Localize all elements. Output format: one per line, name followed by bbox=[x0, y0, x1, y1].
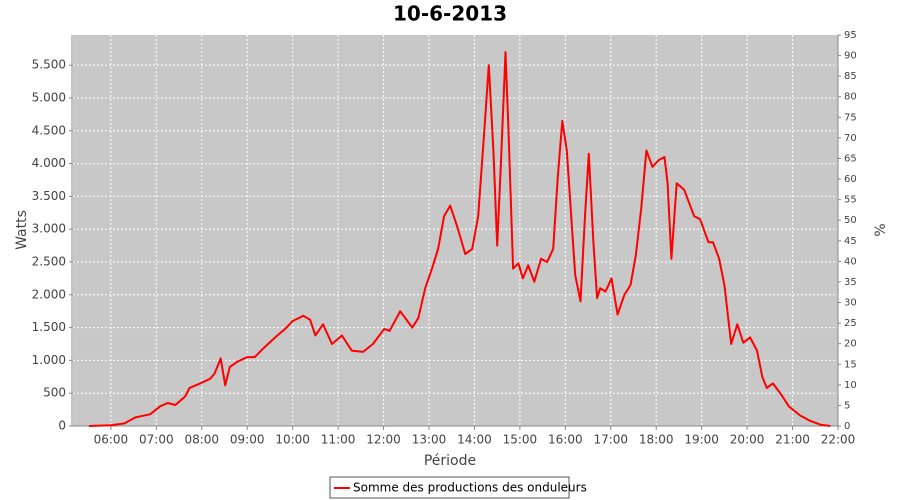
y2-tick-label: 10 bbox=[844, 380, 857, 391]
x-tick-label: 16:00 bbox=[548, 433, 583, 447]
x-tick-label: 08:00 bbox=[184, 433, 219, 447]
x-tick-label: 11:00 bbox=[321, 433, 356, 447]
x-tick-label: 18:00 bbox=[639, 433, 674, 447]
legend-box bbox=[329, 476, 570, 499]
legend-label: Somme des productions des onduleurs bbox=[353, 481, 587, 495]
y2-tick-label: 65 bbox=[844, 153, 857, 164]
y2-tick-label: 90 bbox=[844, 51, 857, 62]
x-tick-label: 06:00 bbox=[94, 433, 129, 447]
chart-title: 10-6-2013 bbox=[393, 2, 507, 26]
x-tick-label: 15:00 bbox=[503, 433, 538, 447]
x-tick-label: 22:00 bbox=[821, 433, 856, 447]
y-tick-label: 1.000 bbox=[32, 353, 66, 367]
y2-tick-label: 60 bbox=[844, 174, 857, 185]
series-line bbox=[88, 51, 831, 427]
y2-tick-label: 5 bbox=[844, 400, 850, 411]
y2-tick-label: 80 bbox=[844, 92, 857, 103]
y2-tick-label: 55 bbox=[844, 195, 857, 206]
y-tick-label: 500 bbox=[43, 386, 66, 400]
y2-tick-label: 85 bbox=[844, 71, 857, 82]
y-tick-label: 3.000 bbox=[32, 222, 66, 236]
x-axis-label: Période bbox=[424, 453, 476, 469]
y-tick-label: 0 bbox=[58, 419, 66, 433]
y2-tick-label: 35 bbox=[844, 277, 857, 288]
y-tick-label: 2.000 bbox=[32, 287, 66, 301]
y-tick-label: 5.000 bbox=[32, 90, 66, 104]
y2-tick-label: 50 bbox=[844, 215, 857, 226]
x-tick-label: 09:00 bbox=[230, 433, 265, 447]
plot-area bbox=[73, 35, 838, 426]
x-tick-label: 07:00 bbox=[139, 433, 174, 447]
y-tick-label: 4.000 bbox=[32, 156, 66, 170]
y-tick-label: 4.500 bbox=[32, 123, 66, 137]
y2-tick-label: 45 bbox=[844, 236, 857, 247]
x-tick-label: 12:00 bbox=[366, 433, 401, 447]
x-tick-label: 17:00 bbox=[593, 433, 628, 447]
y2-tick-label: 20 bbox=[844, 339, 857, 350]
x-tick-label: 21:00 bbox=[775, 433, 810, 447]
y2-tick-label: 25 bbox=[844, 318, 857, 329]
y-tick-label: 3.500 bbox=[32, 189, 66, 203]
y-tick-label: 2.500 bbox=[32, 254, 66, 268]
y-tick-label: 5.500 bbox=[32, 58, 66, 72]
y-axis-label: Watts bbox=[14, 210, 30, 250]
y2-tick-label: 30 bbox=[844, 298, 857, 309]
y-tick-label: 1.500 bbox=[32, 320, 66, 334]
y2-tick-label: 70 bbox=[844, 133, 857, 144]
y2-tick-label: 40 bbox=[844, 256, 857, 267]
y2-tick-label: 95 bbox=[844, 30, 857, 41]
x-tick-label: 10:00 bbox=[275, 433, 310, 447]
y2-axis-label: % bbox=[873, 223, 889, 236]
x-tick-label: 20:00 bbox=[730, 433, 765, 447]
x-tick-label: 13:00 bbox=[412, 433, 447, 447]
y2-tick-label: 75 bbox=[844, 112, 857, 123]
x-tick-label: 14:00 bbox=[457, 433, 492, 447]
y2-tick-label: 15 bbox=[844, 359, 857, 370]
y2-tick-label: 0 bbox=[844, 421, 850, 432]
x-tick-label: 19:00 bbox=[684, 433, 719, 447]
